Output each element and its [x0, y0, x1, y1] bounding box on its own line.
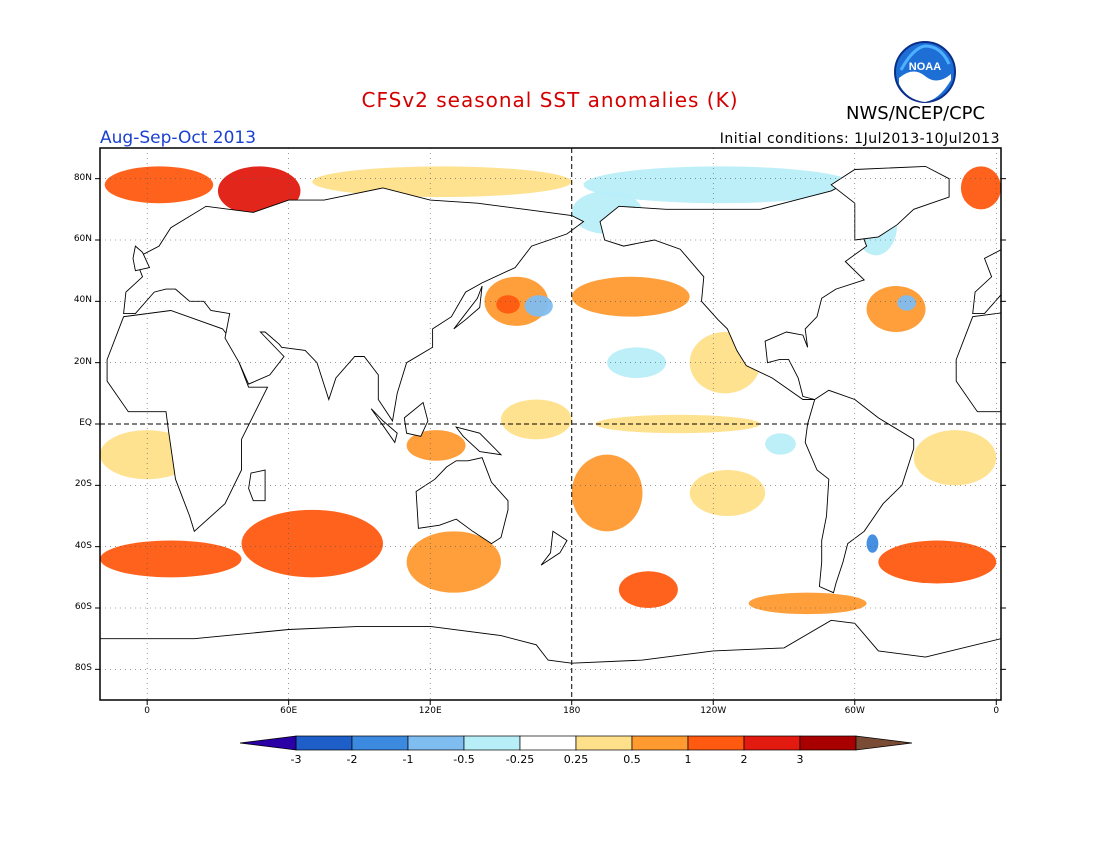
latitude-tick-label: 80S	[74, 663, 92, 674]
colorbar-label: 3	[796, 753, 804, 766]
longitude-tick-label: 120E	[418, 706, 442, 716]
latitude-tick-label: 60N	[73, 234, 92, 244]
landmass	[100, 619, 1001, 700]
latitude-tick-label: 20N	[73, 356, 92, 367]
anomaly-region	[104, 166, 214, 204]
longitude-tick-label: 0	[144, 706, 151, 716]
landmass	[248, 469, 266, 502]
latitude-tick-label: 40S	[74, 540, 92, 551]
anomaly-region	[571, 276, 690, 317]
colorbar-label: 0.25	[563, 753, 589, 766]
latitude-tick-label: 40N	[73, 295, 92, 306]
chart-title: CFSv2 seasonal SST anomalies (K)	[361, 88, 739, 112]
anomaly-region	[689, 470, 766, 516]
anomaly-region	[524, 295, 553, 317]
longitude-tick-label: 60E	[280, 706, 298, 716]
landmass	[955, 312, 1001, 413]
anomaly-region	[100, 540, 242, 578]
anomaly-region	[748, 592, 867, 615]
anomaly-region	[583, 166, 855, 204]
longitude-tick-label: 0	[993, 706, 1000, 716]
latitude-tick-label: 60S	[74, 602, 92, 612]
anomaly-region	[406, 430, 466, 461]
landmass	[370, 408, 398, 444]
landmass	[540, 530, 568, 566]
landmass	[804, 389, 915, 594]
anomaly-region	[765, 433, 796, 455]
anomaly-region	[312, 166, 572, 198]
longitude-tick-label: 60W	[844, 706, 865, 716]
colorbar-label: -2	[346, 753, 358, 766]
colorbar-label: -3	[290, 753, 302, 766]
anomaly-region	[500, 399, 572, 440]
anomaly-region	[866, 286, 926, 332]
landmass	[972, 249, 1001, 315]
latitude-tick-label: 80N	[73, 172, 92, 183]
anomaly-region	[618, 571, 678, 608]
anomaly-region	[897, 295, 917, 311]
colorbar-label: -0.5	[453, 753, 475, 766]
logo-text: NOAA	[909, 61, 941, 73]
colorbar-label: -0.25	[505, 753, 535, 766]
landmass	[403, 401, 429, 437]
colorbar-label: 1	[684, 753, 692, 766]
latitude-tick-label: EQ	[79, 418, 92, 428]
colorbar-label: 2	[740, 753, 748, 766]
anomaly-region	[913, 430, 997, 486]
anomaly-region	[607, 347, 667, 378]
landmass	[453, 285, 483, 330]
landmass	[455, 426, 503, 456]
agency-label: NWS/NCEP/CPC	[846, 103, 986, 124]
anomaly-region	[960, 166, 1001, 210]
landmass	[415, 457, 509, 545]
colorbar-label: -1	[402, 753, 414, 766]
anomaly-region	[866, 534, 879, 553]
coastlines	[100, 165, 1001, 700]
initial-conditions-label: Initial conditions: 1Jul2013-10Jul2013	[719, 131, 1000, 147]
landmass	[106, 310, 269, 533]
anomaly-region	[878, 540, 997, 584]
colorbar-label: 0.5	[623, 753, 641, 766]
season-label: Aug-Sep-Oct 2013	[100, 128, 257, 148]
anomaly-region	[241, 509, 384, 578]
longitude-tick-label: 180	[563, 706, 581, 716]
longitude-tick-label: 120W	[700, 706, 727, 716]
anomaly-region	[496, 295, 520, 314]
noaa-logo-icon: NOAA	[894, 41, 956, 103]
landmass	[123, 187, 585, 423]
latitude-tick-label: 20S	[74, 479, 92, 490]
landmass	[830, 165, 950, 241]
anomaly-region	[571, 454, 643, 532]
